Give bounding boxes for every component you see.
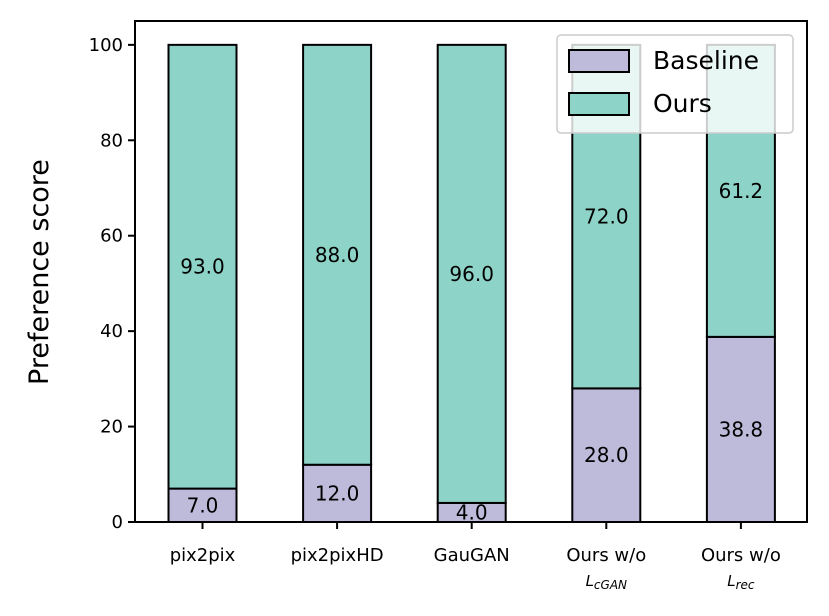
- data-label-ours-0: 93.0: [180, 255, 225, 279]
- axes-layer: 0 20 40 60 80 100 pix2pix pix2pixHD GauGAN Ours w…: [89, 20, 808, 592]
- data-label-baseline-3: 28.0: [584, 443, 629, 467]
- data-label-baseline-1: 12.0: [315, 481, 360, 505]
- legend: Baseline Ours: [556, 34, 794, 134]
- y-tick-label-0: 0: [112, 512, 123, 533]
- bar-baseline-4: [705, 335, 776, 523]
- x-tick-sublabel-4: Lrec: [727, 572, 755, 592]
- y-axis-title: Preference score: [24, 159, 55, 385]
- legend-label-ours: Ours: [653, 89, 712, 118]
- data-label-baseline-4: 38.8: [719, 417, 764, 441]
- y-tick-label-60: 60: [100, 226, 123, 247]
- bar-ours-2: [436, 43, 507, 504]
- bar-ours-0: [167, 43, 238, 490]
- legend-label-baseline: Baseline: [653, 46, 759, 75]
- x-tick-label-1: pix2pixHD: [291, 545, 384, 566]
- data-label-baseline-2: 4.0: [456, 500, 488, 524]
- y-tick-label-20: 20: [100, 417, 123, 438]
- x-tick-sublabel-3: LcGAN: [586, 572, 627, 592]
- y-tick-label-40: 40: [100, 321, 123, 342]
- legend-swatch-ours: [568, 92, 630, 116]
- data-label-ours-1: 88.0: [315, 243, 360, 267]
- x-tick-label-2: GauGAN: [434, 545, 510, 566]
- data-label-ours-2: 96.0: [449, 262, 494, 286]
- data-label-baseline-0: 7.0: [187, 493, 219, 517]
- x-tick-label-4: Ours w/o: [701, 545, 781, 566]
- data-label-ours-3: 72.0: [584, 205, 629, 229]
- y-tick-label-80: 80: [100, 130, 123, 151]
- x-tick-label-0: pix2pix: [170, 545, 236, 566]
- bar-ours-1: [302, 43, 373, 466]
- data-labels-layer: 7.0 93.0 12.0 88.0 4.0 96.0 28.0 72.0 38.8 61.2: [180, 179, 763, 525]
- data-label-ours-4: 61.2: [719, 179, 764, 203]
- x-tick-label-3: Ours w/o: [566, 545, 646, 566]
- legend-swatch-baseline: [568, 49, 630, 73]
- y-tick-label-100: 100: [89, 35, 123, 56]
